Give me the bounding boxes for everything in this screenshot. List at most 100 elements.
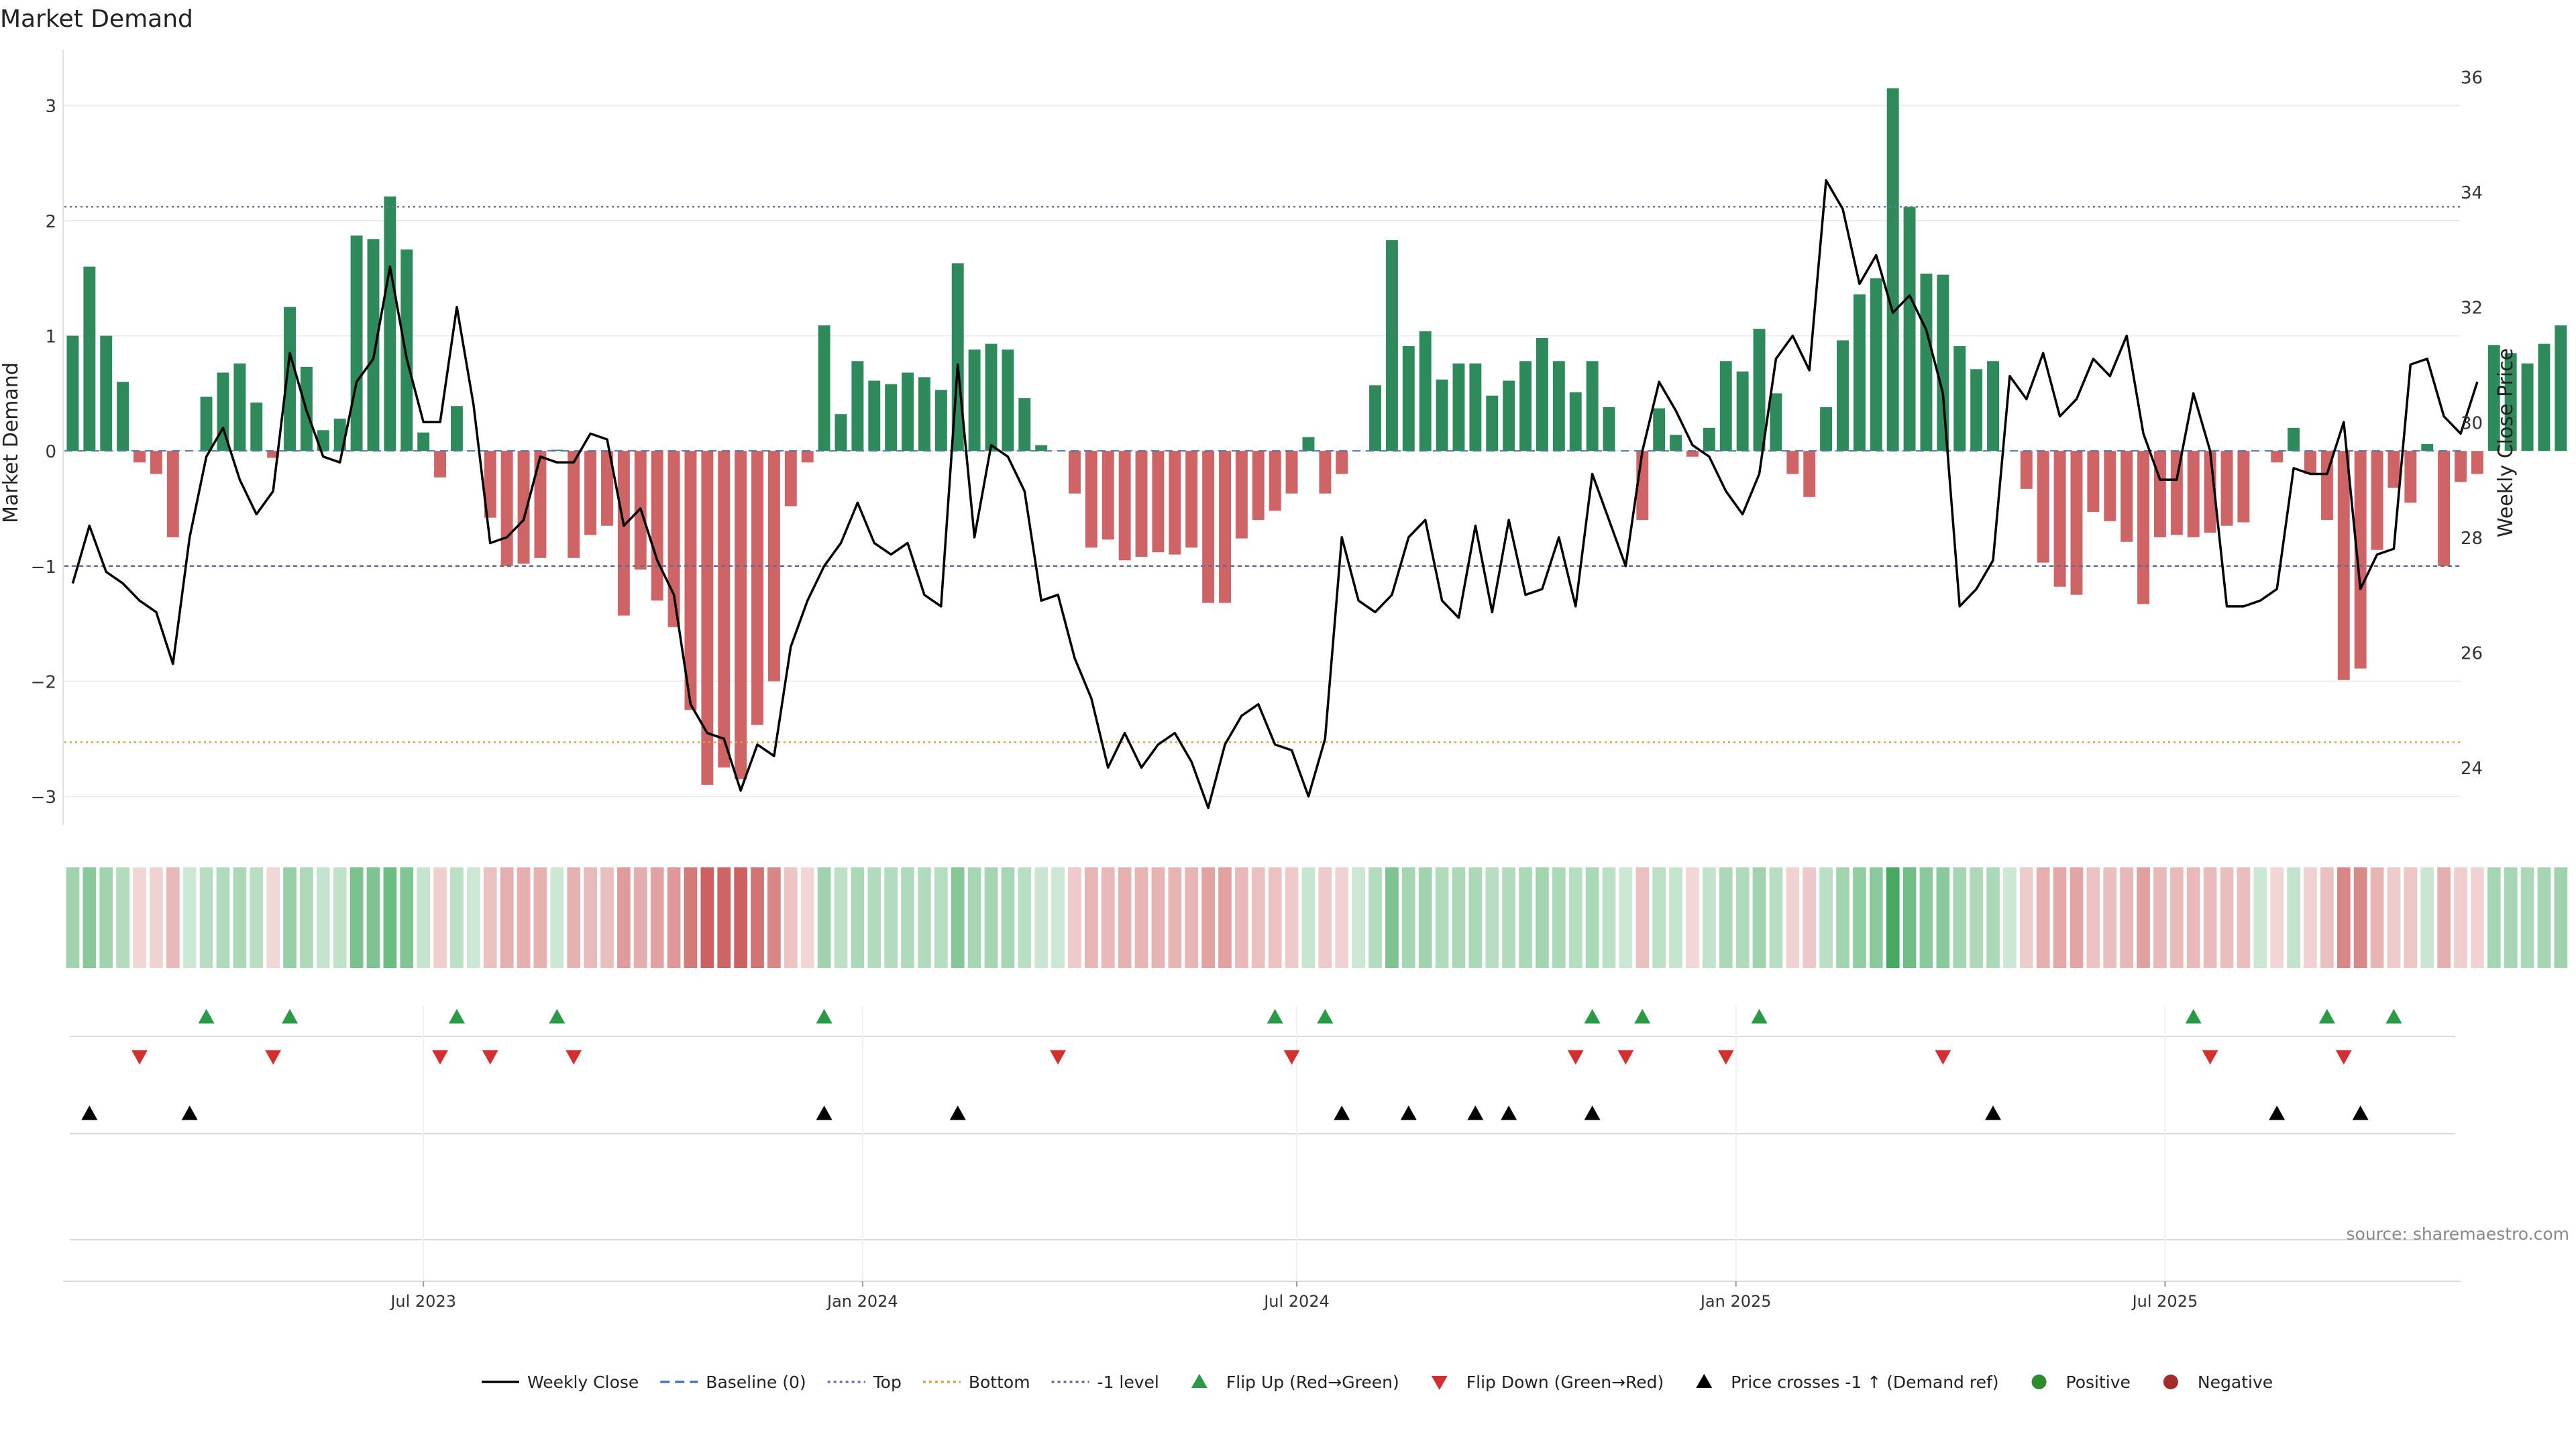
heat-cell [1034,867,1049,968]
flip-up-marker [1634,1009,1651,1024]
heat-cell [2137,867,2150,968]
heat-cell [1018,867,1032,968]
legend: Weekly Close Baseline (0) Top Bottom -1 leve… [482,1373,2273,1392]
demand-bar [1402,345,1415,451]
demand-bar [1820,407,1833,451]
demand-bar [1118,451,1131,561]
demand-bar [751,451,763,725]
price-cross-marker [81,1106,98,1120]
demand-bar [166,451,179,537]
heat-cell [1251,867,1265,968]
heat-cell [2304,867,2317,968]
heat-cell [182,867,197,968]
heat-cell [1686,867,1699,968]
demand-bar [601,451,613,526]
heat-cell [1786,867,1800,968]
demand-bar [1152,451,1165,553]
heat-cell [918,867,931,968]
demand-bar [868,380,881,451]
demand-bar [1686,451,1699,457]
x-axis: Jul 2023 Jan 2024 Jul 2024 Jan 2025 Jul 2025 [63,1281,2461,1311]
demand-bar [350,235,363,451]
demand-bar [934,390,947,451]
demand-bar [100,335,113,451]
heat-cell [1585,867,1599,968]
heat-cell [1485,867,1499,968]
heat-cell [2454,867,2467,968]
demand-bar [451,406,463,451]
flip-down-marker [1050,1050,1067,1065]
heat-cell [283,867,297,968]
heat-cell [150,867,163,968]
flip-down-marker [1935,1050,1951,1065]
price-cross-marker [1334,1106,1350,1120]
demand-bar [851,361,864,451]
heat-cell [1201,867,1215,968]
heat-cell [1919,867,1933,968]
demand-bar [1135,451,1148,557]
heat-cell [784,867,798,968]
legend-item: Bottom [922,1373,1030,1392]
demand-bar [902,372,914,451]
heat-cell [2287,867,2300,968]
heat-cell [1853,867,1866,968]
demand-bar [1085,451,1097,548]
demand-bar [2487,345,2500,451]
heat-cell [2003,867,2017,968]
demand-bar [1269,451,1281,511]
heat-cell [1235,867,1248,968]
heat-cell [2086,867,2100,968]
price-cross-marker [181,1106,198,1120]
demand-bar [1018,398,1031,451]
heat-cell [233,867,247,968]
heat-cell [2537,867,2551,968]
legend-label: Negative [2198,1373,2273,1392]
demand-bar [1736,371,1749,451]
heat-cell [466,867,480,968]
heat-cell [2320,867,2334,968]
demand-bar [1536,337,1548,451]
y-tick-label: 2 [45,212,56,232]
demand-bar [1586,361,1599,451]
demand-bar [651,451,663,601]
heat-cell [1619,867,1633,968]
heat-cell [2487,867,2501,968]
price-cross-marker [2269,1106,2286,1120]
marker-panels [70,1006,2455,1281]
heat-cell [1936,867,1950,968]
demand-bar [2371,451,2383,550]
flip-down-marker [265,1050,282,1065]
demand-bar [1970,369,1983,451]
x-tick-label: Jul 2024 [1263,1292,1330,1311]
y2-tick-label: 26 [2461,644,2483,664]
heat-cell [1151,867,1165,968]
y-tick-label: 3 [45,97,56,117]
demand-bar [2387,451,2400,488]
demand-bar [1870,278,1882,451]
demand-bar [2455,451,2467,482]
heat-cell [1669,867,1682,968]
demand-bar [384,196,396,451]
heat-cell [383,867,397,968]
demand-bar [1369,385,1381,451]
heat-cell [2019,867,2033,968]
heat-cell [1185,867,1199,968]
demand-bar [2170,451,2183,535]
legend-item: Baseline (0) [660,1373,806,1392]
legend-item: Flip Down (Green→Red) [1431,1373,1664,1392]
heat-cell [2420,867,2434,968]
legend-label: Top [873,1373,902,1392]
demand-bar [568,451,580,558]
flip-down-marker [1283,1050,1300,1065]
price-cross-marker [2352,1106,2369,1120]
heat-strip [66,867,2568,968]
heat-cell [66,867,80,968]
axis-layer: −3 −2 −1 0 1 2 3 24 26 28 30 32 34 36 [31,50,2483,825]
flip-down-marker [1567,1050,1584,1065]
y2-tick-label: 36 [2461,68,2483,88]
demand-bar [434,451,447,478]
demand-bar [2153,451,2166,537]
heat-cell [2186,867,2200,968]
demand-bar [1219,451,1231,603]
demand-bar [1853,294,1866,451]
